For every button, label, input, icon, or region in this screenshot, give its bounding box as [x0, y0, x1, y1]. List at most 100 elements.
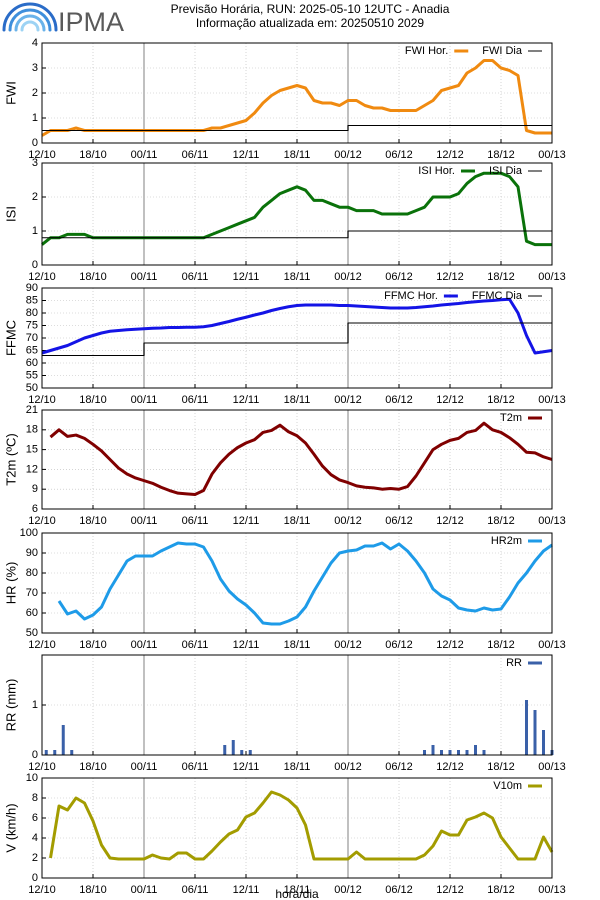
x-tick-label: 06/12 [385, 149, 413, 161]
x-tick-label: 00/13 [538, 271, 566, 283]
x-tick-label: 12/12 [436, 761, 464, 773]
x-tick-label: 06/12 [385, 639, 413, 651]
x-tick-label: 06/11 [182, 515, 209, 527]
title: Previsão Horária, RUN: 2025-05-10 12UTC … [171, 2, 450, 16]
y-tick-label: 100 [20, 527, 38, 539]
bar [440, 750, 443, 755]
y-tick-label: 85 [26, 294, 38, 306]
x-tick-label: 12/10 [28, 394, 56, 406]
legend-label: HR2m [491, 535, 522, 547]
bar [223, 745, 227, 755]
legend-label: T2m [500, 412, 522, 424]
y-tick-label: 4 [32, 832, 38, 844]
x-tick-label: 12/10 [28, 515, 56, 527]
x-tick-label: 18/11 [284, 394, 311, 406]
x-tick-label: 00/11 [131, 271, 158, 283]
y-tick-label: 1 [32, 112, 38, 124]
y-tick-label: 9 [32, 483, 38, 495]
plot-frame [41, 287, 553, 389]
legend-label: FFMC Dia [472, 290, 523, 302]
x-tick-label: 00/11 [131, 515, 158, 527]
x-tick-label: 18/12 [487, 761, 515, 773]
logo-arc [20, 20, 40, 32]
x-tick-label: 00/13 [538, 149, 566, 161]
plot-frame [41, 42, 553, 144]
y-tick-label: 90 [26, 547, 38, 559]
y-tick-label: 90 [26, 282, 38, 294]
x-tick-label: 00/12 [334, 884, 362, 896]
bar [448, 750, 452, 755]
y-tick-label: 0 [32, 872, 38, 884]
bar [61, 725, 65, 755]
y-tick-label: 2 [32, 87, 38, 99]
logo-arc [8, 8, 52, 32]
bar [474, 745, 477, 755]
plot-frame [41, 777, 553, 879]
bar [248, 750, 252, 755]
plot-frame [41, 532, 553, 634]
y-tick-label: 50 [26, 382, 38, 394]
x-tick-label: 00/12 [334, 761, 362, 773]
hourly-line [49, 790, 554, 861]
daily-line [42, 125, 552, 131]
x-tick-label: 00/11 [131, 639, 158, 651]
x-tick-label: 18/11 [284, 271, 311, 283]
y-tick-label: 75 [26, 319, 38, 331]
x-tick-label: 06/11 [182, 149, 209, 161]
x-tick-label: 06/11 [182, 271, 209, 283]
y-tick-label: 6 [32, 812, 38, 824]
y-tick-label: 80 [26, 567, 38, 579]
x-tick-label: 18/10 [79, 394, 107, 406]
legend-label: ISI Dia [489, 165, 523, 177]
x-tick-label: 12/10 [28, 884, 56, 896]
bar [53, 750, 57, 755]
bar [423, 750, 426, 755]
y-axis-label: FFMC [3, 320, 18, 356]
y-tick-label: 2 [32, 852, 38, 864]
plot-frame [41, 409, 553, 510]
x-tick-label: 18/11 [284, 515, 311, 527]
x-tick-label: 00/12 [334, 271, 362, 283]
y-axis-label: ISI [3, 206, 18, 222]
y-tick-label: 0 [32, 137, 38, 149]
plot-frame [41, 162, 553, 266]
y-tick-label: 8 [32, 792, 38, 804]
legend-label: RR [506, 657, 522, 669]
x-tick-label: 12/12 [436, 639, 464, 651]
x-tick-label: 18/12 [487, 149, 515, 161]
x-tick-label: 18/12 [487, 515, 515, 527]
legend-label: ISI Hor. [418, 165, 455, 177]
x-tick-label: 06/11 [182, 884, 209, 896]
logo-mark [2, 2, 58, 32]
daily-line [42, 322, 552, 356]
y-tick-label: 4 [32, 37, 38, 49]
x-tick-label: 06/11 [182, 394, 209, 406]
x-tick-label: 18/10 [79, 149, 107, 161]
y-tick-label: 55 [26, 369, 38, 381]
x-tick-label: 12/12 [436, 394, 464, 406]
bar [70, 750, 74, 755]
logo-text: IPMA [58, 7, 124, 37]
x-axis-label: hora/dia [275, 887, 319, 900]
x-tick-label: 18/12 [487, 639, 515, 651]
logo-arc [2, 2, 58, 32]
x-tick-label: 12/12 [436, 884, 464, 896]
x-tick-label: 00/13 [538, 761, 566, 773]
y-tick-label: 70 [26, 332, 38, 344]
x-tick-label: 12/11 [233, 639, 260, 651]
x-tick-label: 12/11 [233, 761, 260, 773]
y-tick-label: 3 [32, 62, 38, 74]
y-tick-label: 1 [32, 225, 38, 237]
y-tick-label: 60 [26, 357, 38, 369]
y-tick-label: 1 [32, 699, 38, 711]
x-tick-label: 18/10 [79, 271, 107, 283]
x-tick-label: 12/10 [28, 761, 56, 773]
x-tick-label: 12/10 [28, 639, 56, 651]
hourly-line [41, 297, 553, 355]
y-axis-label: T2m (ºC) [3, 433, 18, 485]
plot-frame [41, 654, 553, 756]
x-tick-label: 00/13 [538, 884, 566, 896]
y-tick-label: 70 [26, 587, 38, 599]
x-tick-label: 12/10 [28, 271, 56, 283]
